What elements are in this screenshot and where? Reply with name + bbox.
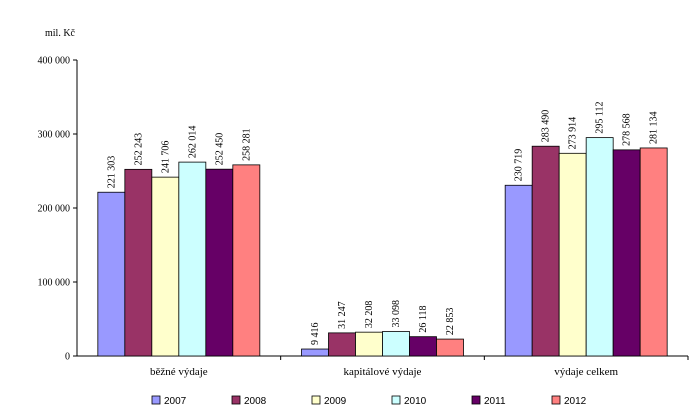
bar — [612, 149, 641, 357]
y-tick-label: 100 000 — [38, 278, 71, 289]
legend-label: 2010 — [404, 396, 427, 407]
x-category-label: výdaje celkem — [554, 366, 618, 378]
bar — [205, 168, 234, 357]
data-label: 230 719 — [514, 149, 525, 182]
bar — [328, 332, 356, 357]
data-label: 22 853 — [445, 308, 456, 336]
x-category-label: běžné výdaje — [150, 366, 208, 378]
legend-swatch — [471, 395, 481, 405]
legend-swatch — [391, 395, 401, 405]
bar — [382, 331, 410, 357]
y-tick-label: 400 000 — [38, 56, 71, 67]
data-label: 26 118 — [418, 306, 429, 333]
data-label: 33 098 — [391, 300, 402, 328]
y-tick-label: 0 — [65, 352, 70, 363]
bar — [585, 137, 614, 357]
data-label: 281 134 — [649, 111, 660, 144]
data-label: 295 112 — [595, 101, 606, 133]
bar — [301, 348, 329, 357]
bar — [151, 176, 180, 357]
bar — [97, 191, 126, 357]
legend-label: 2009 — [324, 396, 347, 407]
data-label: 258 281 — [241, 128, 252, 160]
data-labels: 221 303 252 243 241 706 262 014 252 450 258 2… — [106, 101, 659, 345]
legend-label: 2012 — [564, 396, 587, 407]
bar — [558, 152, 587, 357]
y-tick-labels: 0 100 000 200 000 300 000 400 000 — [38, 56, 71, 363]
legend-swatch — [151, 395, 161, 405]
y-axis-unit-label: mil. Kč — [45, 28, 76, 39]
y-tick-label: 300 000 — [38, 130, 71, 141]
legend-label: 2008 — [244, 396, 267, 407]
bar — [355, 331, 383, 357]
data-label: 252 450 — [214, 133, 225, 166]
bars — [97, 137, 668, 357]
x-category-label: kapitálové výdaje — [344, 366, 422, 378]
bar — [232, 164, 261, 357]
bar — [178, 161, 207, 357]
data-label: 252 243 — [133, 133, 144, 166]
x-tick-labels: běžné výdaje kapitálové výdaje výdaje celk… — [150, 366, 619, 378]
legend-label: 2007 — [164, 396, 187, 407]
bar — [504, 184, 533, 357]
data-label: 278 568 — [622, 113, 633, 146]
data-label: 241 706 — [160, 141, 171, 174]
legend-swatch — [551, 395, 561, 405]
data-label: 221 303 — [106, 156, 117, 189]
data-label: 283 490 — [541, 110, 552, 143]
y-tick-label: 200 000 — [38, 204, 71, 215]
data-label: 32 208 — [364, 301, 375, 329]
data-label: 262 014 — [187, 126, 198, 159]
data-label: 31 247 — [337, 301, 348, 329]
bar — [409, 336, 437, 357]
bar — [124, 168, 153, 357]
bar — [436, 338, 464, 357]
data-label: 273 914 — [568, 117, 579, 150]
bar — [639, 147, 668, 357]
legend-swatch — [231, 395, 241, 405]
legend-label: 2011 — [484, 396, 506, 407]
bar — [531, 145, 560, 357]
data-label: 9 416 — [310, 323, 321, 346]
legend: 2007 2008 2009 2010 2011 2012 — [151, 395, 587, 407]
legend-swatch — [311, 395, 321, 405]
